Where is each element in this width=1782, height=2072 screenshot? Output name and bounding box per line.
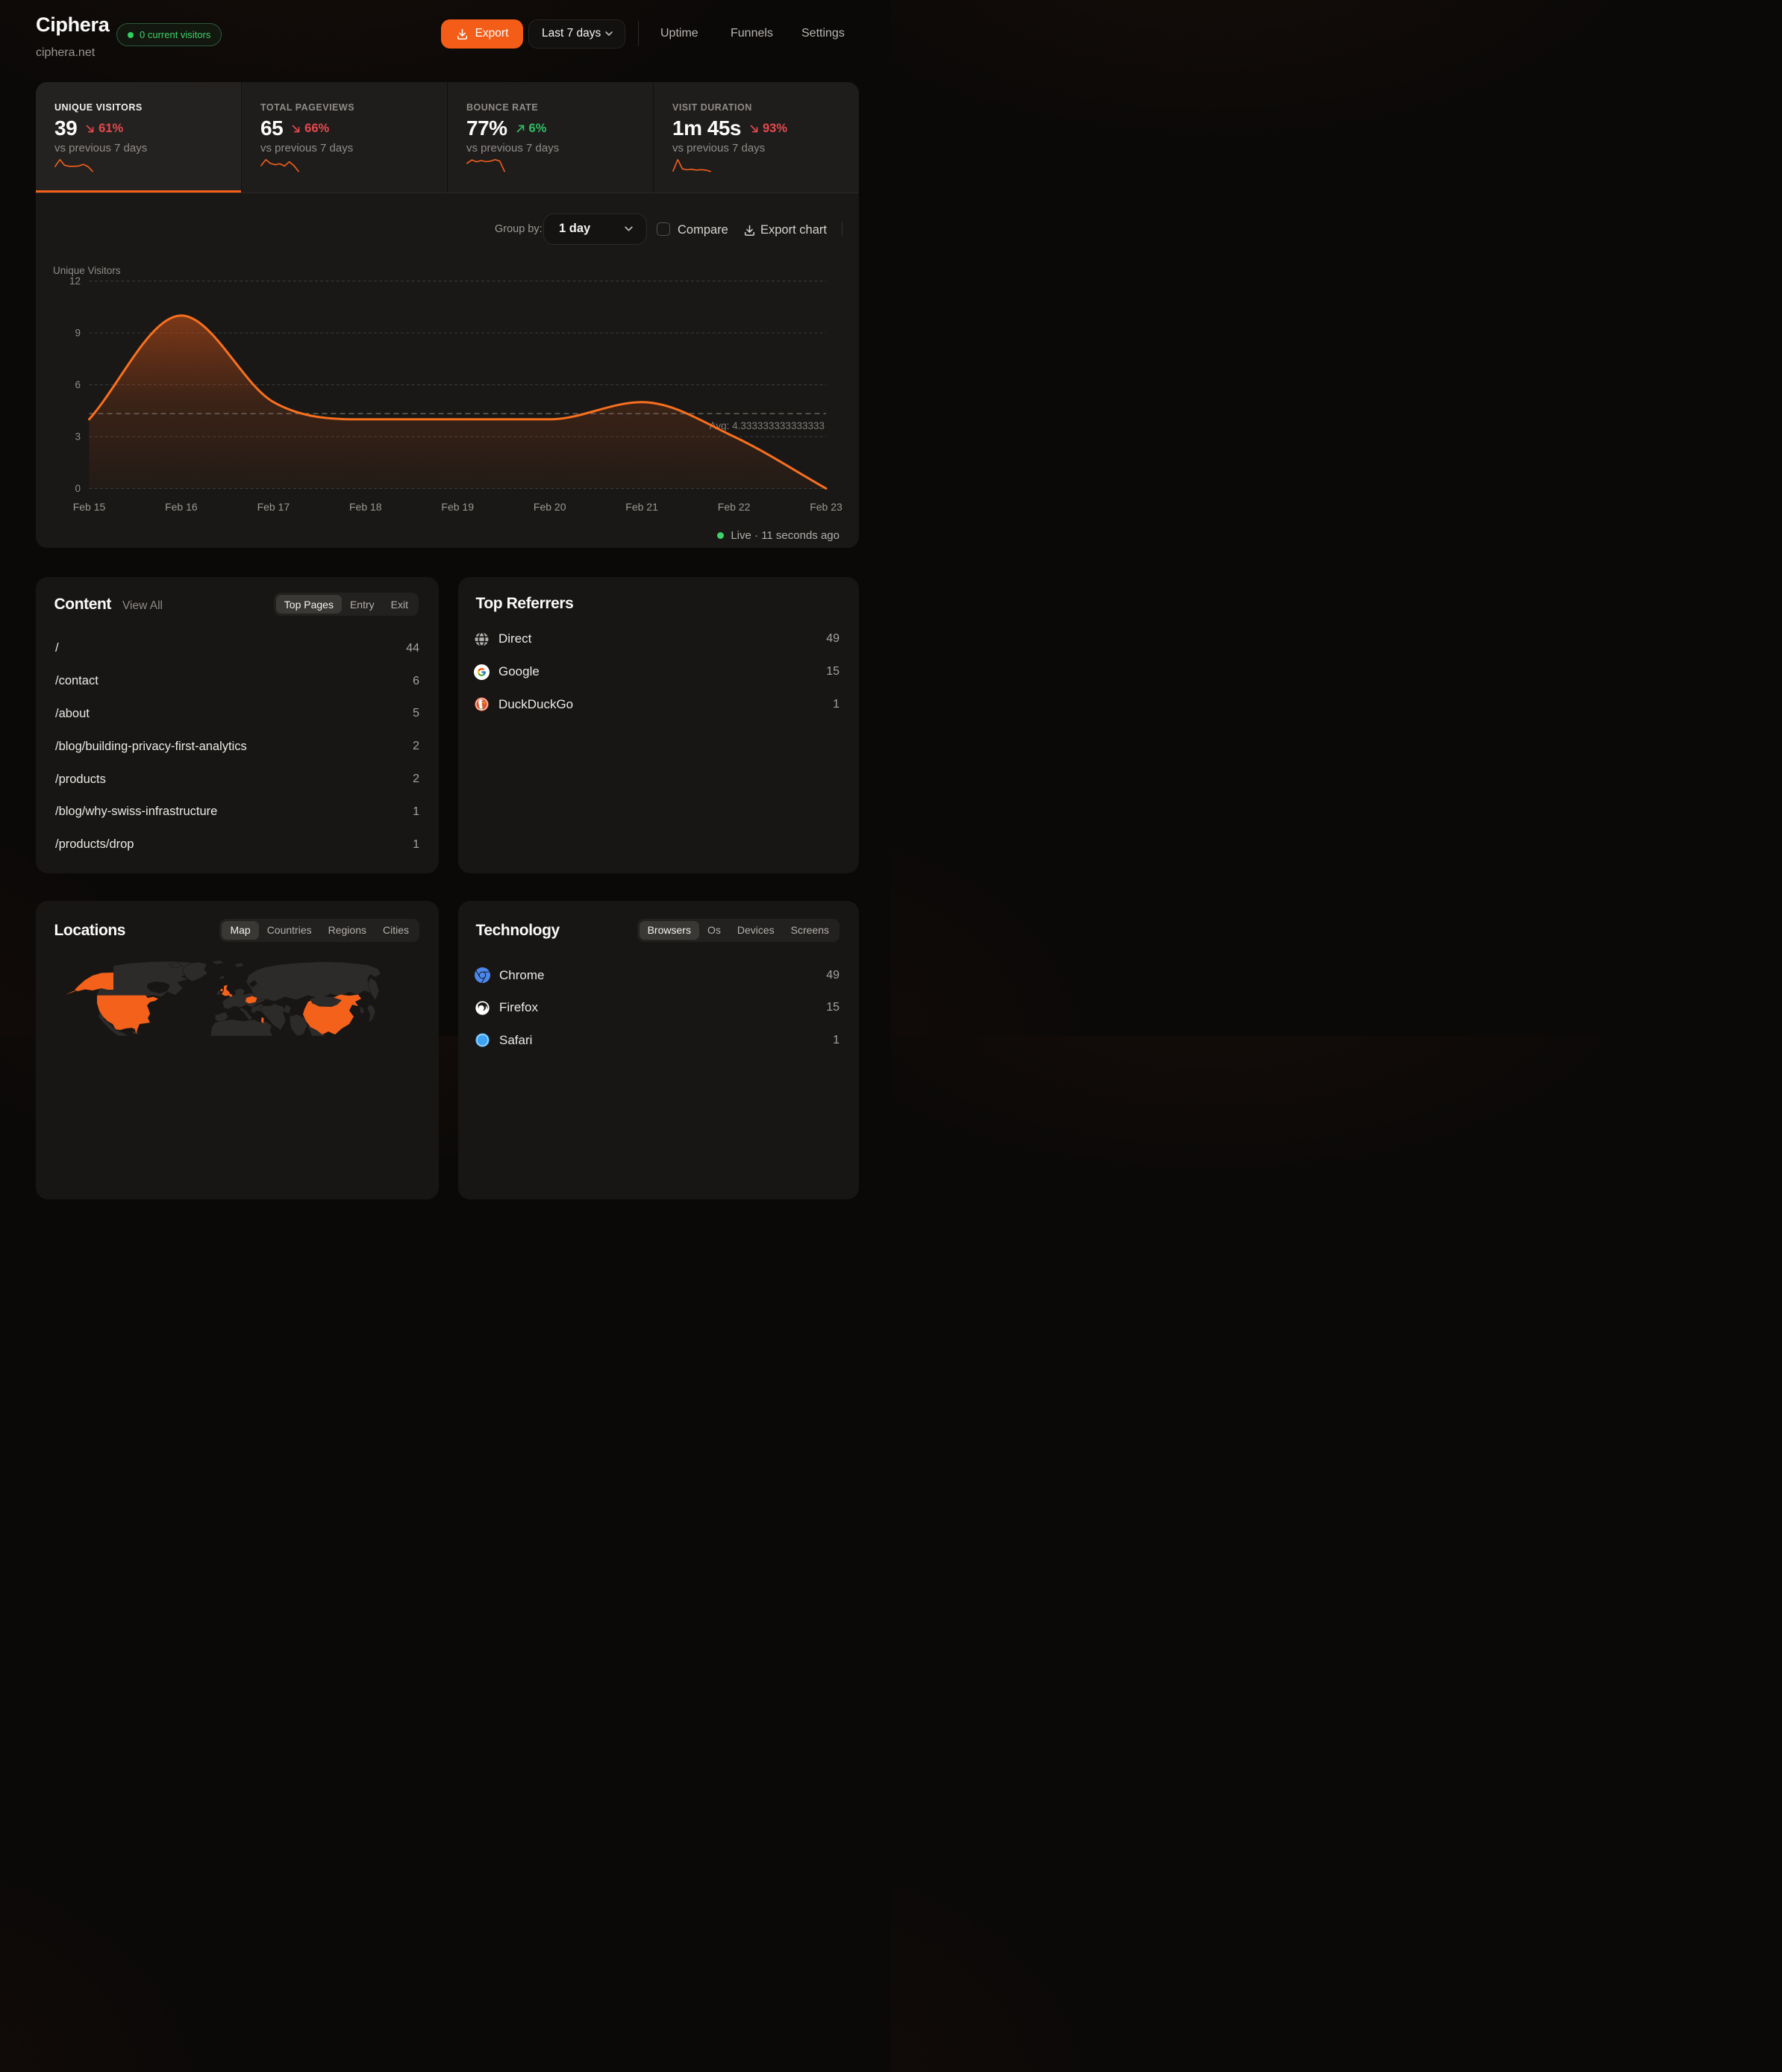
svg-text:Unique Visitors: Unique Visitors [53,265,121,276]
svg-text:Feb 19: Feb 19 [441,501,474,513]
svg-text:Feb 18: Feb 18 [349,501,382,513]
svg-text:Feb 23: Feb 23 [810,501,842,513]
svg-text:Feb 16: Feb 16 [165,501,198,513]
svg-text:0: 0 [75,483,81,494]
svg-text:3: 3 [75,431,81,443]
svg-text:Feb 17: Feb 17 [257,501,290,513]
svg-text:Feb 15: Feb 15 [73,501,106,513]
svg-text:9: 9 [75,328,81,339]
svg-text:12: 12 [69,275,81,287]
svg-text:Feb 20: Feb 20 [534,501,566,513]
svg-text:Feb 21: Feb 21 [625,501,658,513]
svg-text:6: 6 [75,379,81,390]
svg-text:Feb 22: Feb 22 [718,501,751,513]
svg-text:Avg: 4.333333333333333: Avg: 4.333333333333333 [710,420,825,431]
